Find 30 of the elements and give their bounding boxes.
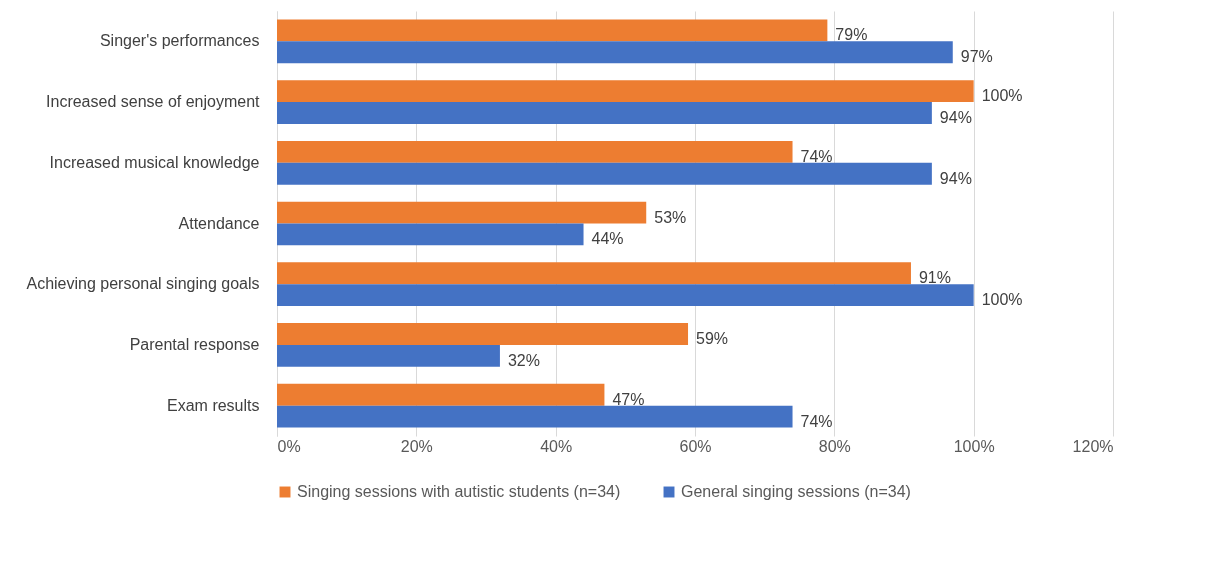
data-label: 53%: [654, 208, 687, 226]
data-label: 100%: [981, 87, 1023, 105]
data-label: 32%: [507, 351, 540, 369]
data-label: 91%: [918, 269, 951, 287]
data-label: 74%: [800, 147, 833, 165]
y-tick-label: Singer's performances: [99, 32, 260, 50]
y-tick-label: Parental response: [129, 335, 260, 353]
x-tick-label: 100%: [953, 437, 995, 455]
data-label: 47%: [612, 390, 645, 408]
data-label: 44%: [591, 230, 624, 248]
data-label: 94%: [939, 109, 972, 126]
x-tick-label: 120%: [1072, 437, 1114, 455]
y-tick-label: Increased musical knowledge: [49, 153, 260, 171]
x-tick-label: 0%: [277, 437, 301, 455]
data-label: 79%: [835, 26, 868, 44]
data-label: 59%: [696, 330, 729, 347]
y-tick-label: Achieving personal singing goals: [26, 275, 260, 293]
data-label: 74%: [800, 412, 833, 430]
x-tick-label: 40%: [540, 437, 573, 455]
x-tick-label: 20%: [400, 437, 433, 455]
y-tick-label: Exam results: [167, 396, 260, 414]
data-label: 97%: [960, 48, 993, 66]
legend-label: Singing sessions with autistic students (n=34): [297, 483, 621, 500]
legend-label: General singing sessions (n=34): [681, 483, 911, 500]
y-tick-label: Increased sense of enjoyment: [46, 93, 261, 111]
data-label: 100%: [981, 291, 1023, 309]
y-tick-label: Attendance: [178, 214, 260, 232]
data-label: 94%: [939, 169, 972, 187]
x-tick-label: 80%: [818, 437, 851, 455]
x-tick-label: 60%: [679, 437, 712, 455]
